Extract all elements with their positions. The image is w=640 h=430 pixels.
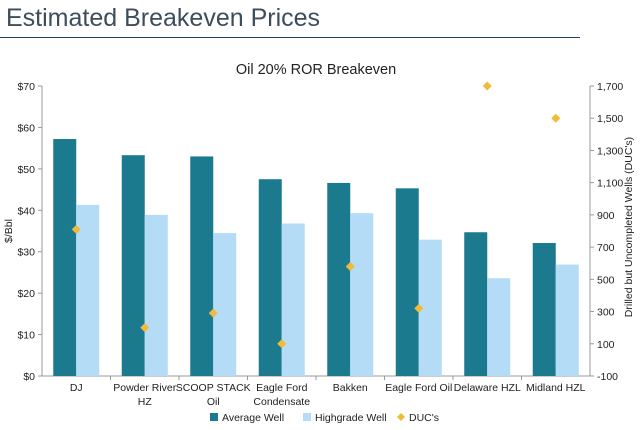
bar-average-well xyxy=(258,179,282,376)
category-label: Powder River xyxy=(113,382,177,394)
y-tick-label: $40 xyxy=(17,205,35,217)
y2-tick-label: 500 xyxy=(597,274,615,286)
legend: Average Well Highgrade Well DUC's xyxy=(210,412,439,424)
legend-label: DUC's xyxy=(409,412,439,424)
bar-average-well xyxy=(395,188,419,376)
bar-highgrade-well xyxy=(281,223,305,376)
duc-marker xyxy=(551,113,561,123)
category-label: DJ xyxy=(70,382,83,394)
y2-axis-title: Drilled but Uncompleted Wells (DUC's) xyxy=(623,137,635,317)
y2-tick-label: 1,700 xyxy=(597,81,623,93)
legend-swatch xyxy=(210,413,218,421)
category-label: Delaware HZL xyxy=(454,382,521,394)
bar-highgrade-well xyxy=(418,239,442,376)
bar-average-well xyxy=(532,243,556,376)
duc-marker xyxy=(482,81,492,91)
legend-swatch xyxy=(397,413,405,421)
y2-tick-label: 1,500 xyxy=(597,113,623,125)
y2-tick-label: 700 xyxy=(597,242,615,254)
category-label: SCOOP STACK xyxy=(176,382,251,394)
legend-label: Highgrade Well xyxy=(315,412,387,424)
y2-tick-label: -100 xyxy=(597,371,618,383)
duc-marker xyxy=(414,303,424,313)
category-label: Eagle Ford Oil xyxy=(385,382,452,394)
y2-tick-label: 1,300 xyxy=(597,145,623,157)
y2-tick-label: 900 xyxy=(597,210,615,222)
slide-title: Estimated Breakeven Prices xyxy=(6,4,321,32)
duc-marker xyxy=(71,224,81,234)
y2-tick-label: 100 xyxy=(597,339,615,351)
bar-average-well xyxy=(327,182,351,376)
legend-label: Average Well xyxy=(222,412,284,424)
bar-highgrade-well xyxy=(144,214,168,376)
duc-marker xyxy=(345,261,355,271)
duc-marker xyxy=(140,323,150,333)
y-tick-label: $30 xyxy=(17,247,35,259)
category-label: HZ xyxy=(138,396,153,408)
y2-tick-label: 1,100 xyxy=(597,178,623,190)
duc-marker xyxy=(208,308,218,318)
category-label: Condensate xyxy=(253,396,310,408)
y-tick-label: $50 xyxy=(17,164,35,176)
bar-highgrade-well xyxy=(487,278,511,376)
category-label: Oil xyxy=(207,396,220,408)
y-tick-label: $20 xyxy=(17,288,35,300)
category-label: Midland HZL xyxy=(526,382,586,394)
bar-average-well xyxy=(53,139,77,376)
y2-tick-label: 300 xyxy=(597,307,615,319)
y-tick-label: $70 xyxy=(17,81,35,93)
bar-average-well xyxy=(121,155,145,376)
bar-average-well xyxy=(190,156,214,376)
y-tick-label: $60 xyxy=(17,122,35,134)
bar-highgrade-well xyxy=(213,233,237,376)
y-tick-label: $0 xyxy=(23,371,35,383)
category-label: Eagle Ford xyxy=(256,382,308,394)
bar-highgrade-well xyxy=(350,213,374,376)
duc-marker xyxy=(277,339,287,349)
bar-average-well xyxy=(464,232,488,376)
y-tick-label: $10 xyxy=(17,330,35,342)
legend-swatch xyxy=(303,413,311,421)
chart-title: Oil 20% ROR Breakeven xyxy=(236,62,396,78)
bar-highgrade-well xyxy=(76,204,100,376)
bar-highgrade-well xyxy=(555,264,579,376)
category-label: Bakken xyxy=(333,382,368,394)
y-axis-title: $/Bbl xyxy=(3,219,15,243)
title-divider xyxy=(0,37,580,38)
